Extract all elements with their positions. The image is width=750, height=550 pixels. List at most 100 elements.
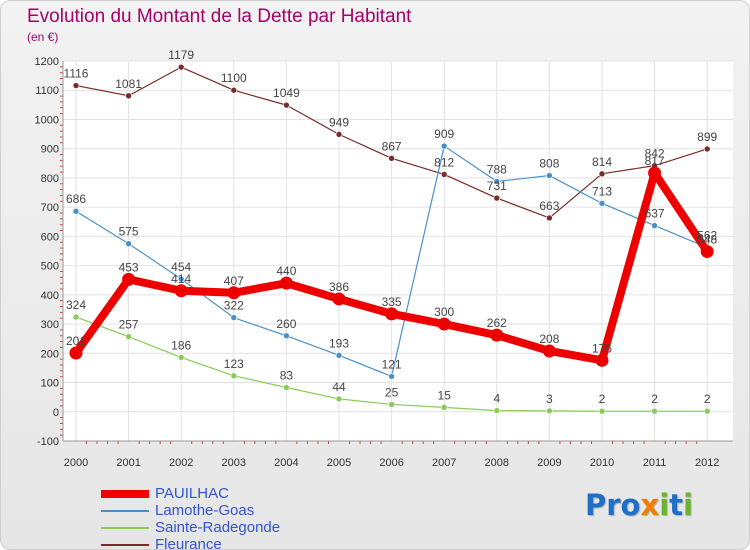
data-point-sainte-radegonde bbox=[598, 407, 606, 415]
data-label-fleurance: 663 bbox=[539, 199, 559, 213]
data-label-lamothe-goas: 686 bbox=[66, 192, 86, 206]
legend-swatch bbox=[101, 510, 149, 512]
data-label-sainte-radegonde: 186 bbox=[171, 338, 191, 352]
data-label-lamothe-goas: 637 bbox=[645, 207, 665, 221]
data-point-fleurance bbox=[72, 82, 80, 89]
legend-swatch bbox=[101, 527, 149, 529]
x-tick-label: 2006 bbox=[379, 457, 403, 469]
x-tick-label: 2011 bbox=[643, 457, 667, 469]
data-label-pauilhac: 407 bbox=[224, 274, 244, 288]
data-label-sainte-radegonde: 2 bbox=[651, 392, 658, 406]
data-label-pauilhac: 335 bbox=[382, 295, 402, 309]
data-point-sainte-radegonde bbox=[440, 404, 448, 411]
data-label-sainte-radegonde: 15 bbox=[438, 388, 452, 402]
data-label-fleurance: 1049 bbox=[273, 86, 300, 100]
x-tick-label: 2003 bbox=[222, 457, 246, 469]
x-tick-label: 2010 bbox=[590, 457, 614, 469]
data-label-fleurance: 842 bbox=[645, 147, 665, 161]
data-point-sainte-radegonde bbox=[335, 395, 343, 403]
data-point-sainte-radegonde bbox=[388, 401, 395, 408]
data-label-sainte-radegonde: 83 bbox=[280, 369, 294, 383]
data-point-lamothe-goas bbox=[125, 240, 132, 247]
y-tick-label: 1200 bbox=[35, 56, 59, 68]
data-point-pauilhac bbox=[700, 245, 714, 259]
y-tick-label: 0 bbox=[53, 407, 59, 419]
data-point-fleurance bbox=[335, 131, 343, 138]
data-label-lamothe-goas: 562 bbox=[697, 228, 717, 242]
data-label-pauilhac: 386 bbox=[329, 280, 349, 294]
plot-area bbox=[63, 61, 733, 441]
y-tick-label: 900 bbox=[41, 144, 59, 156]
data-point-fleurance bbox=[230, 86, 238, 94]
data-label-lamothe-goas: 575 bbox=[119, 225, 139, 239]
data-label-lamothe-goas: 193 bbox=[329, 336, 349, 350]
x-tick-label: 2001 bbox=[116, 457, 140, 469]
data-point-pauilhac bbox=[595, 353, 609, 367]
data-label-pauilhac: 453 bbox=[119, 260, 139, 274]
data-label-sainte-radegonde: 324 bbox=[66, 298, 86, 312]
data-point-pauilhac bbox=[332, 292, 346, 306]
data-point-sainte-radegonde bbox=[546, 407, 553, 415]
data-point-lamothe-goas bbox=[283, 332, 290, 340]
y-tick-label: 800 bbox=[41, 173, 59, 185]
data-label-sainte-radegonde: 257 bbox=[119, 318, 139, 332]
data-point-pauilhac bbox=[279, 276, 293, 290]
data-point-sainte-radegonde bbox=[493, 407, 501, 414]
data-point-fleurance bbox=[703, 145, 711, 153]
data-label-sainte-radegonde: 4 bbox=[493, 392, 500, 406]
data-point-pauilhac bbox=[542, 344, 556, 358]
data-point-sainte-radegonde bbox=[703, 407, 711, 415]
x-tick-label: 2002 bbox=[169, 457, 193, 469]
data-point-lamothe-goas bbox=[651, 222, 658, 229]
legend-swatch bbox=[101, 490, 149, 498]
data-label-pauilhac: 548 bbox=[697, 233, 717, 247]
data-point-pauilhac bbox=[69, 346, 83, 360]
data-label-sainte-radegonde: 2 bbox=[599, 392, 606, 406]
data-label-lamothe-goas: 121 bbox=[382, 357, 402, 371]
data-point-lamothe-goas bbox=[72, 207, 80, 215]
data-label-sainte-radegonde: 3 bbox=[546, 392, 553, 406]
data-point-lamothe-goas bbox=[335, 352, 343, 359]
data-label-fleurance: 1081 bbox=[115, 77, 142, 91]
data-label-fleurance: 867 bbox=[382, 139, 402, 153]
data-point-sainte-radegonde bbox=[72, 313, 80, 321]
x-tick-label: 2009 bbox=[537, 457, 561, 469]
data-label-fleurance: 1116 bbox=[64, 67, 89, 81]
y-tick-label: 1100 bbox=[35, 85, 59, 97]
data-label-pauilhac: 201 bbox=[66, 334, 86, 348]
y-tick-label: 1000 bbox=[35, 114, 59, 126]
data-point-pauilhac bbox=[174, 284, 188, 298]
data-label-fleurance: 1100 bbox=[221, 71, 247, 85]
y-tick-label: 700 bbox=[41, 202, 59, 214]
data-label-sainte-radegonde: 2 bbox=[704, 392, 711, 406]
data-label-pauilhac: 300 bbox=[434, 305, 454, 319]
data-label-pauilhac: 440 bbox=[276, 264, 296, 278]
chart-title: Evolution du Montant de la Dette par Hab… bbox=[27, 6, 412, 27]
data-point-pauilhac bbox=[490, 328, 504, 342]
data-point-fleurance bbox=[440, 171, 448, 178]
data-label-lamothe-goas: 713 bbox=[592, 184, 612, 198]
data-label-lamothe-goas: 454 bbox=[171, 260, 191, 274]
data-point-lamothe-goas bbox=[177, 275, 185, 283]
data-label-lamothe-goas: 808 bbox=[539, 157, 559, 171]
data-label-lamothe-goas: 260 bbox=[276, 317, 296, 331]
data-label-sainte-radegonde: 25 bbox=[385, 385, 399, 399]
data-label-pauilhac: 262 bbox=[487, 316, 507, 330]
x-tick-label: 2008 bbox=[485, 457, 509, 469]
data-label-fleurance: 949 bbox=[329, 115, 349, 129]
data-point-fleurance bbox=[493, 194, 501, 202]
data-label-lamothe-goas: 788 bbox=[487, 162, 507, 176]
chart-subtitle: (en €) bbox=[27, 30, 59, 44]
data-point-lamothe-goas bbox=[388, 373, 395, 380]
data-point-fleurance bbox=[598, 170, 606, 178]
data-label-pauilhac: 817 bbox=[645, 154, 665, 168]
data-label-pauilhac: 414 bbox=[171, 272, 191, 286]
data-label-lamothe-goas: 322 bbox=[224, 299, 244, 313]
data-point-pauilhac bbox=[648, 166, 662, 180]
line-chart: -100 0 100 200 300 400 500 600 700 800 900 1000 1100… bbox=[35, 48, 733, 469]
legend-label: PAUILHAC bbox=[155, 485, 229, 502]
data-point-pauilhac bbox=[227, 286, 241, 300]
y-tick-label: 600 bbox=[41, 231, 59, 243]
y-tick-label: 300 bbox=[41, 319, 59, 331]
